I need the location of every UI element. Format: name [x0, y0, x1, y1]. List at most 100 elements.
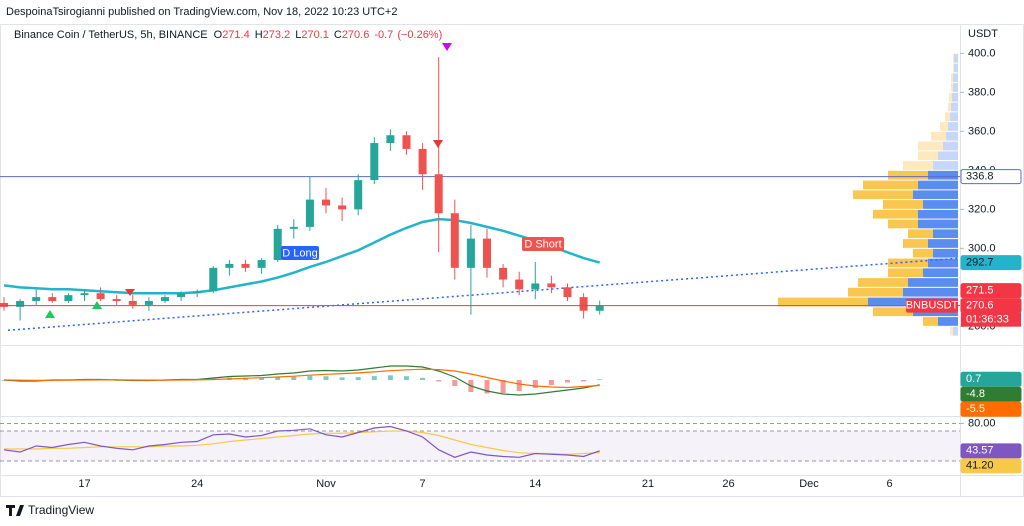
ema-line: [3, 217, 601, 295]
volume-down: [888, 258, 928, 268]
publish-info: DespoinaTsirogianni published on Trading…: [6, 6, 397, 18]
volume-up: [948, 122, 958, 131]
volume-down: [903, 161, 933, 170]
volume-up: [923, 268, 958, 278]
symbol-tag-box: [906, 298, 958, 313]
candle-body: [225, 263, 234, 268]
candle-body: [96, 293, 105, 300]
overlay: D Long D Short Binance Coin / TetherUS, …: [14, 29, 564, 318]
x-tick-label: Dec: [799, 478, 819, 490]
badge: [960, 386, 1022, 402]
candle-body: [128, 301, 137, 305]
macd-pane: [1, 365, 603, 396]
candle-body: [579, 297, 588, 311]
candle-body: [144, 301, 153, 305]
candle-body: [48, 297, 57, 301]
macd-histogram: [565, 380, 570, 383]
change: -0.7: [374, 29, 393, 41]
volume-down: [778, 297, 868, 307]
candle-body: [273, 228, 282, 261]
y-tick-label: 380.0: [968, 86, 996, 98]
candle-body: [257, 260, 266, 268]
rsi-line: [3, 425, 600, 458]
volume-up: [950, 112, 958, 122]
macd-histogram: [581, 380, 587, 382]
ohlc-label: O: [214, 29, 223, 41]
candle-body: [466, 238, 475, 268]
badge-label: 0.7: [966, 373, 981, 385]
volume-up: [928, 239, 958, 248]
candle-body: [531, 283, 540, 290]
x-tick-label: 7: [420, 478, 426, 490]
y-tick-label: 300.0: [968, 242, 996, 254]
footer: TradingView: [6, 503, 94, 517]
volume-down: [951, 83, 953, 92]
candle-body: [354, 180, 363, 210]
volume-up: [913, 190, 958, 200]
candle-body: [338, 205, 347, 210]
candle-body: [16, 301, 25, 307]
volume-down: [873, 209, 918, 219]
volume-down: [953, 63, 954, 73]
candle-body: [563, 287, 572, 298]
buy-signal: [92, 301, 102, 309]
change-pct: (−0.26%): [397, 29, 442, 41]
candle-body: [112, 299, 121, 301]
volume-down: [863, 180, 918, 190]
symbol-tag: BNBUSDT: [906, 300, 959, 312]
volume-up: [954, 63, 958, 73]
badge: [960, 169, 1022, 185]
badge-label: 43.57: [966, 445, 994, 457]
volume-up: [951, 102, 958, 112]
volume-up: [918, 180, 958, 190]
volume-up: [903, 287, 958, 297]
badge-label: 292.7: [966, 256, 994, 268]
x-tick-label: 17: [78, 478, 90, 490]
macd-histogram: [597, 379, 603, 381]
volume-down: [918, 151, 938, 161]
volume-up: [953, 73, 958, 83]
rsi-pane: [0, 423, 960, 462]
ohlc-value: 270.1: [301, 29, 329, 41]
badge-label: 271.5: [966, 285, 994, 297]
badge: [960, 458, 1022, 474]
volume-down: [923, 317, 938, 326]
volume-up: [918, 219, 958, 229]
annotation-box: [522, 237, 564, 251]
macd-histogram: [404, 376, 409, 380]
x-tick-label: 21: [642, 478, 654, 490]
y-tick-label: 80.00: [968, 417, 996, 429]
ohlc-label: L: [295, 29, 301, 41]
volume-up: [928, 170, 958, 180]
annotation: D Long: [282, 247, 317, 259]
volume-up: [953, 326, 958, 336]
macd-histogram: [259, 377, 265, 380]
badge: [960, 283, 1022, 299]
macd-histogram: [500, 380, 506, 393]
volume-down: [848, 287, 903, 297]
ohlc-value: 273.2: [263, 29, 291, 41]
volume-down: [903, 239, 928, 248]
candle-body: [241, 263, 250, 268]
candle-body: [80, 293, 89, 296]
candle-body: [418, 148, 427, 175]
volume-up: [938, 151, 958, 161]
candle-body: [595, 305, 604, 311]
sell-signal: [125, 289, 135, 296]
candle-body: [32, 297, 41, 301]
x-tick-label: 24: [191, 478, 203, 490]
symbol: Binance Coin / TetherUS, 5h, BINANCE: [14, 29, 208, 41]
volume-down: [858, 278, 908, 287]
candle-body: [386, 135, 395, 144]
x-tick-label: 6: [886, 478, 892, 490]
macd-histogram: [436, 380, 442, 382]
macd-histogram: [516, 380, 522, 391]
countdown-box: [961, 312, 1021, 327]
badge: [960, 401, 1022, 417]
trendline: [7, 257, 960, 331]
volume-down: [918, 141, 943, 151]
volume-up: [923, 200, 958, 209]
axes: 260.0300.0320.0340.0360.0380.0400.0336.8…: [78, 47, 1022, 490]
volume-down: [888, 219, 918, 229]
